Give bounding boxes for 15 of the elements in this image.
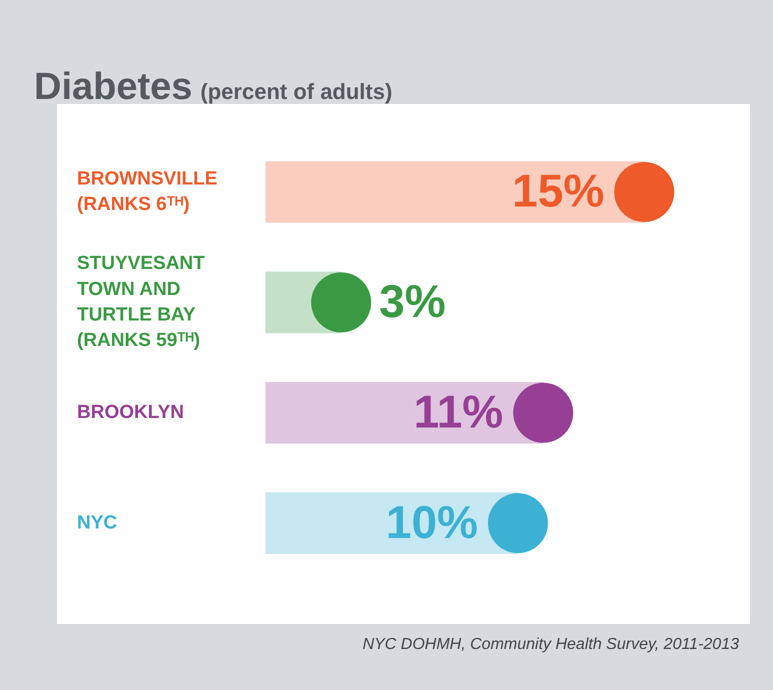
chart-subtitle: (percent of adults)	[200, 79, 392, 104]
data-label: 11%	[414, 385, 504, 438]
point	[311, 272, 372, 332]
point	[614, 162, 674, 222]
data-label: 3%	[379, 275, 446, 328]
chart-title: Diabetes	[34, 66, 192, 108]
y-tick-label: BROWNSVILLE (RANKS 6ᵀᴴ)	[77, 168, 218, 216]
y-tick-label: BROOKLYN	[77, 402, 184, 424]
data-label: 15%	[512, 164, 604, 217]
y-tick-label: STUYVESANT TOWN AND TURTLE BAY (RANKS 59ᵀᴴ)	[77, 253, 206, 352]
data-label: 10%	[386, 496, 478, 548]
point	[488, 493, 548, 554]
y-tick-label: NYC	[77, 512, 118, 534]
text: NYC DOHMH, Community Health Survey, 2011-2013	[362, 636, 739, 654]
point	[513, 382, 574, 443]
